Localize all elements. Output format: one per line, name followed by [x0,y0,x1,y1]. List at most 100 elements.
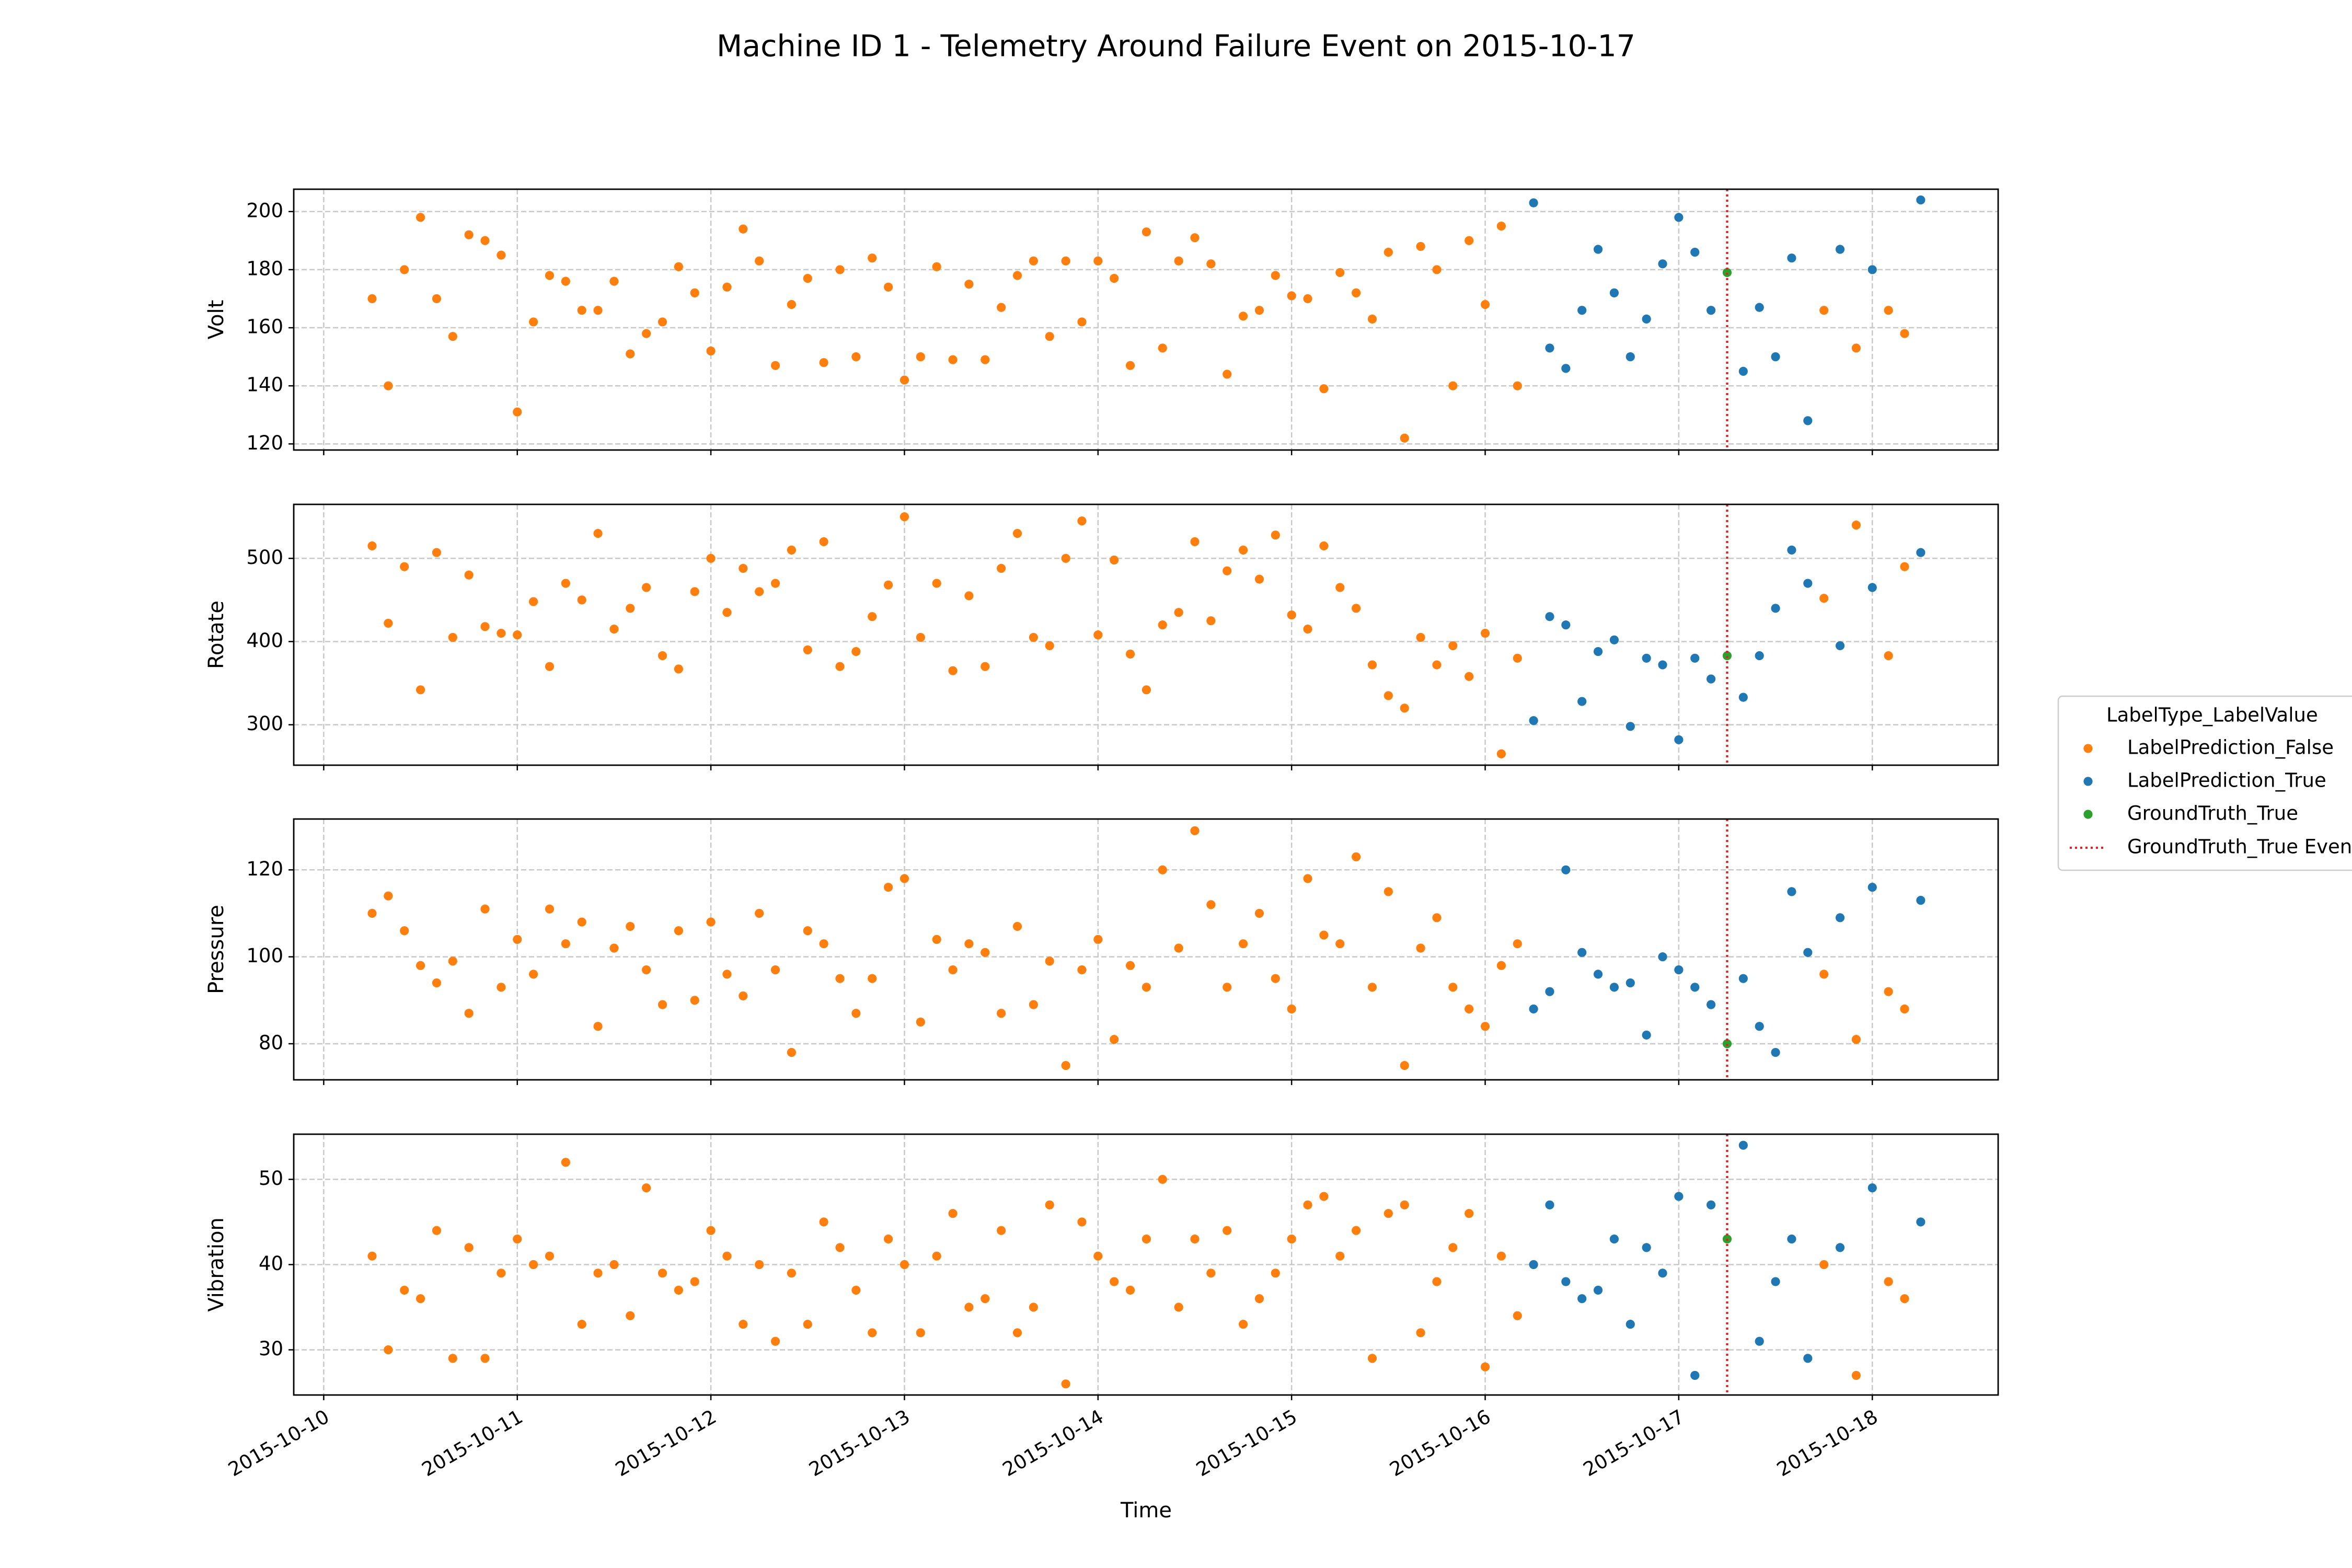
data-point [1158,865,1167,874]
data-point [1577,306,1587,315]
data-point [883,882,893,892]
data-point [626,921,635,931]
data-point [739,1320,748,1329]
x-tick-label: 2015-10-17 [1579,1405,1688,1481]
data-point [593,306,603,315]
data-point [1303,624,1312,634]
data-point [1738,1140,1748,1150]
data-point [1545,1200,1554,1209]
data-point [528,970,538,979]
data-point [916,1328,925,1338]
y-tick-label: 400 [246,629,283,652]
data-point [1900,1004,1909,1014]
data-point [1271,531,1280,540]
y-axis-label: Pressure [204,905,228,994]
data-point [609,276,619,286]
data-point [1625,352,1635,362]
data-point [755,587,764,596]
data-point [964,1302,974,1312]
data-point [851,647,861,656]
plot-frame [293,818,1999,1081]
data-point [626,604,635,613]
data-point [1755,1022,1764,1031]
data-point [851,352,861,362]
data-point [1254,574,1264,584]
data-point [1642,1243,1651,1252]
data-point [722,282,732,292]
data-point [1835,245,1845,254]
data-point [432,978,442,988]
data-point [851,1009,861,1018]
data-point [1352,604,1361,613]
data-point [722,1251,732,1261]
data-point [835,974,845,983]
data-point [1093,630,1103,640]
data-point [1545,612,1554,621]
data-point [674,664,683,674]
data-point [1335,268,1345,278]
data-point [1254,306,1264,315]
data-point [1609,1234,1619,1244]
data-point [384,891,393,901]
data-point [706,346,716,356]
x-tick-label: 2015-10-11 [418,1405,527,1481]
data-point [1465,1004,1474,1014]
data-point [1884,987,1893,996]
x-tick-label: 2015-10-15 [1192,1405,1301,1481]
data-point [997,1226,1006,1235]
data-point [1496,1251,1506,1261]
data-point [1223,370,1232,379]
data-point [1803,1354,1813,1363]
data-point [1787,887,1796,896]
data-point [868,1328,877,1338]
data-point [883,580,893,590]
data-point [916,1017,925,1027]
data-point [1884,306,1893,315]
data-point [1045,1200,1054,1209]
data-point [1045,956,1054,966]
data-point [1496,961,1506,970]
y-tick-label: 500 [246,546,283,569]
x-axis-label: Time [1120,1498,1172,1523]
data-point [690,1277,699,1286]
x-tick-label: 2015-10-10 [224,1405,333,1481]
data-point [1223,566,1232,575]
x-tick-label: 2015-10-13 [805,1405,914,1481]
data-point [432,548,442,557]
data-point [1884,1277,1893,1286]
data-point [1077,516,1087,526]
data-point [1335,1251,1345,1261]
legend-label: LabelPrediction_True [2127,769,2326,792]
data-point [1125,649,1135,659]
y-axis-label: Rotate [204,601,228,669]
data-point [803,273,812,283]
data-point [690,288,699,297]
data-point [1319,1192,1329,1201]
data-point [1819,1260,1829,1270]
data-point [1432,913,1442,923]
data-point [1061,1060,1070,1070]
data-point [1722,268,1732,278]
data-point [900,874,909,883]
data-point [497,250,506,260]
data-point [1400,433,1409,443]
data-point [561,276,570,286]
data-point [1755,1336,1764,1346]
data-point [981,948,990,957]
data-point [1496,221,1506,231]
data-point [1545,987,1554,996]
data-point [448,956,457,966]
data-point [1658,952,1667,962]
data-point [690,587,699,596]
data-point [1190,1234,1200,1244]
data-point [528,317,538,327]
data-point [1787,253,1796,263]
data-point [1223,983,1232,992]
data-point [1577,697,1587,706]
data-point [1142,685,1151,695]
data-point [674,1285,683,1295]
data-point [948,666,958,675]
data-point [1625,1320,1635,1329]
data-point [1787,1234,1796,1244]
